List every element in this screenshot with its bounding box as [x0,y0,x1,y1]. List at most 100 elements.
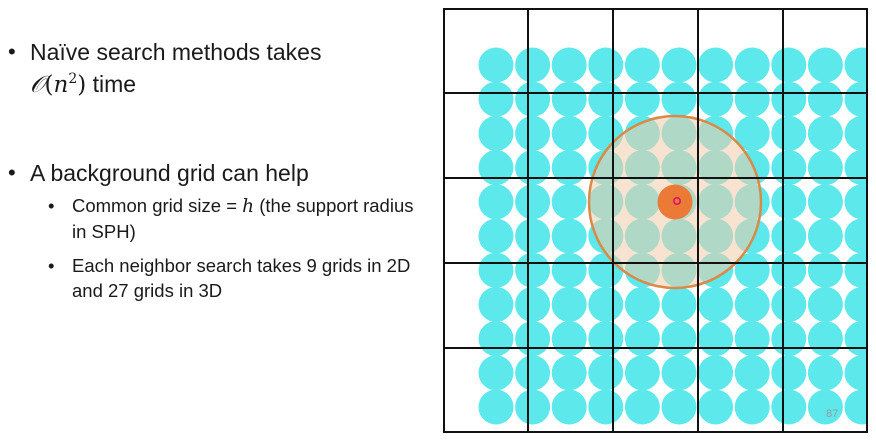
particle [807,286,843,322]
particle [807,389,843,425]
particle [807,184,843,220]
particle [844,81,868,117]
particle [588,81,624,117]
particle [478,150,514,186]
particle [844,47,868,83]
particle [478,115,514,151]
particle [624,286,660,322]
particle [588,355,624,391]
particle [515,286,551,322]
particle [551,81,587,117]
particle [478,47,514,83]
particle [515,389,551,425]
particle [624,389,660,425]
particle [844,150,868,186]
particle [551,355,587,391]
sub-bullet-text-end: (the support radius in SPH) [72,195,414,242]
particle [551,321,587,357]
particle [771,184,807,220]
particle [661,321,697,357]
sub-bullet-text: Common grid size = h (the support radius… [72,193,428,244]
bullet-text-start: Naïve search methods takes [30,39,322,65]
particle [807,252,843,288]
particle [807,115,843,151]
sub-bullet-text: Each neighbor search takes 9 grids in 2D… [72,255,411,301]
sub-bullet-symbol: • [48,195,55,216]
particle [661,355,697,391]
particle [844,321,868,357]
particle [515,184,551,220]
particle [844,184,868,220]
big-o-symbol: 𝒪 [30,72,45,98]
particle [624,47,660,83]
particle [624,321,660,357]
bullet-background-grid: • A background grid can help [8,157,428,189]
background-grid-figure [443,8,868,433]
particle [588,47,624,83]
math-variable-h: h [242,196,255,217]
particle [515,252,551,288]
grid-line-layer [443,8,868,433]
particle [698,47,734,83]
particle [844,286,868,322]
particle [734,389,770,425]
query-particle [657,184,693,220]
query-particle-layer [657,184,693,220]
particle [698,286,734,322]
particle [551,286,587,322]
particle [515,150,551,186]
particle [588,286,624,322]
particle [807,47,843,83]
particle [844,252,868,288]
particle [551,252,587,288]
sub-bullet-symbol: • [48,255,55,276]
particle [478,81,514,117]
particle [624,355,660,391]
big-o-formula: 𝒪(n2) [30,72,86,98]
particle [478,321,514,357]
particle [588,389,624,425]
particle [515,115,551,151]
bullet-text-end: time [86,71,137,97]
formula-variable: n [53,72,69,98]
particle [807,321,843,357]
particle [771,321,807,357]
particle [771,150,807,186]
particle [734,115,770,151]
bullet-text: Naïve search methods takes 𝒪(n2) time [30,36,428,101]
particle [661,389,697,425]
particle [661,81,697,117]
particle [661,47,697,83]
particle [551,115,587,151]
particle [734,81,770,117]
sub-bullet-text-start: Common grid size = [72,195,243,216]
particle [551,218,587,254]
particle [844,218,868,254]
bullet-naive-search: • Naïve search methods takes 𝒪(n2) time [8,36,428,101]
particle [771,218,807,254]
particle [551,389,587,425]
particle [515,355,551,391]
particle [771,81,807,117]
particle [698,321,734,357]
bullet-symbol: • [8,39,16,64]
particle [771,355,807,391]
particle [807,218,843,254]
particle [771,252,807,288]
particle [734,355,770,391]
particle [734,47,770,83]
sub-bullet-neighbor-search: • Each neighbor search takes 9 grids in … [48,253,428,303]
formula-open-paren: ( [44,72,54,98]
particle [807,81,843,117]
particle [478,218,514,254]
particle [807,355,843,391]
particle [698,81,734,117]
bullet-list: • Naïve search methods takes 𝒪(n2) time … [8,36,428,303]
particle [771,47,807,83]
formula-exponent: 2 [68,71,78,87]
bullet-text: A background grid can help [30,160,309,186]
particle [734,286,770,322]
particle [478,286,514,322]
particle [515,218,551,254]
